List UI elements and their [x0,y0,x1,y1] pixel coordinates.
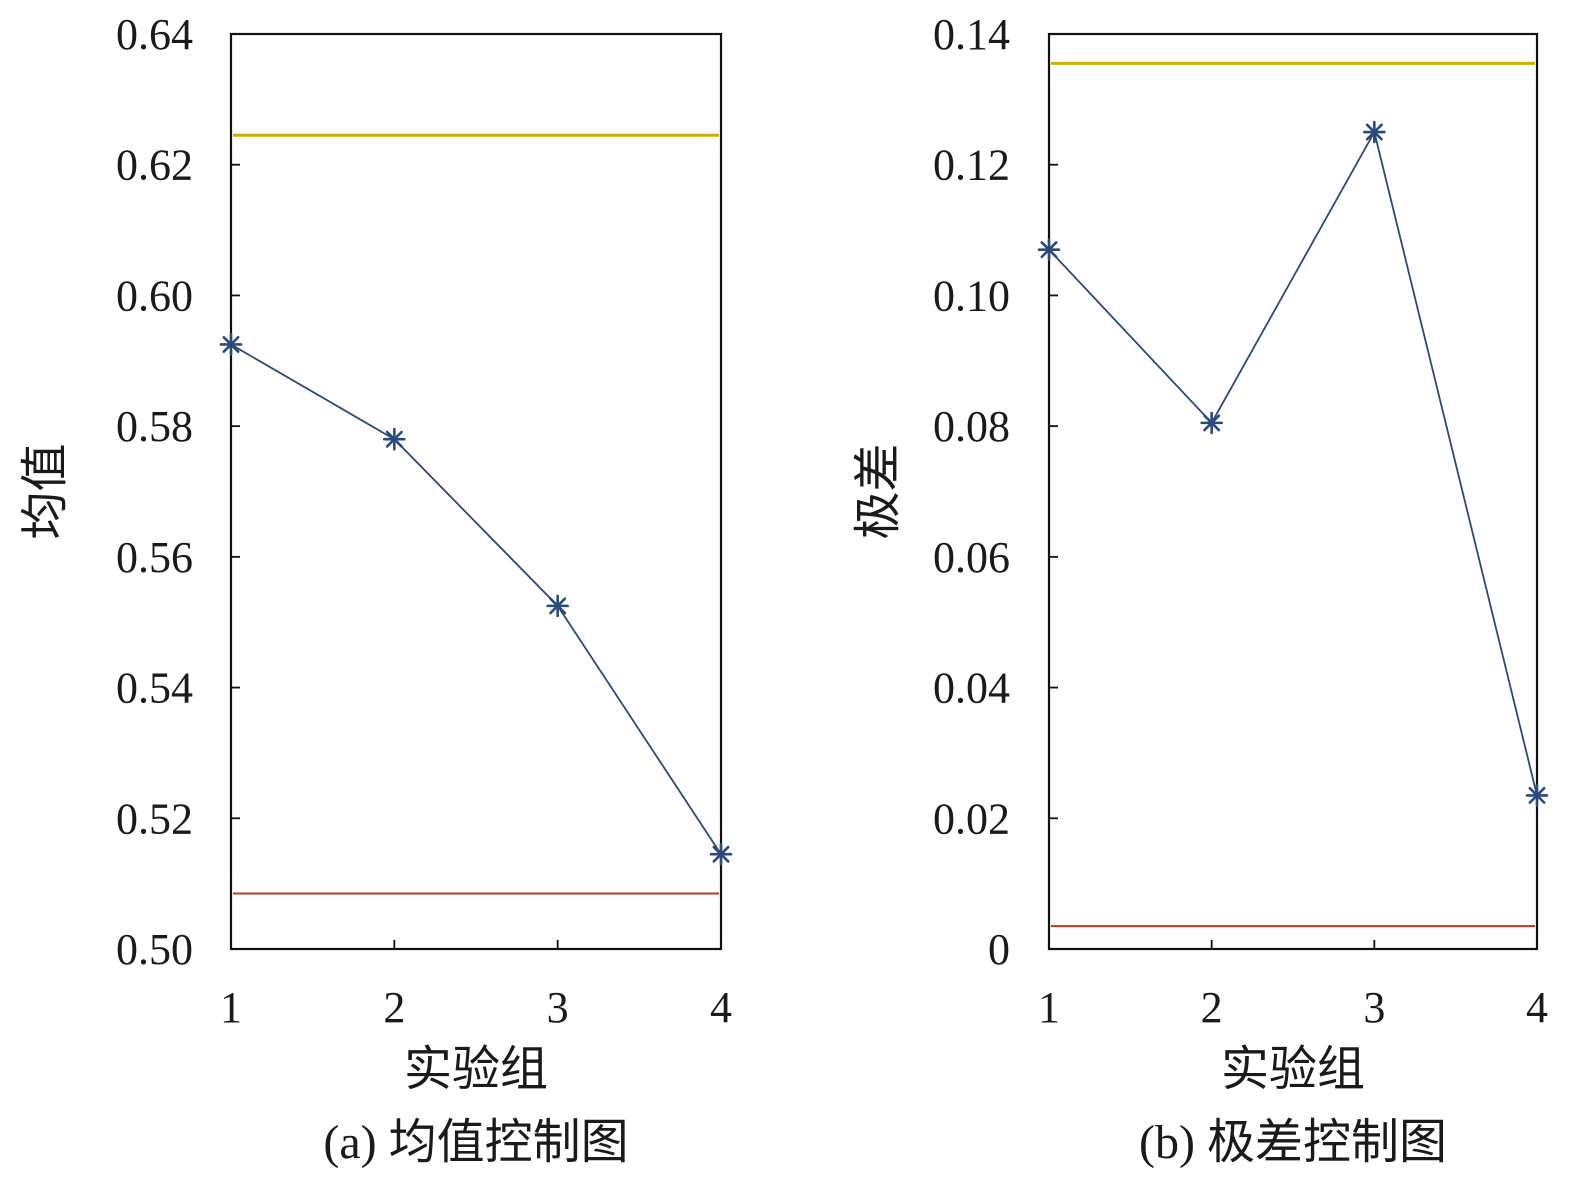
y-tick-label: 0.06 [933,533,1010,582]
marker-stroke [1528,786,1546,804]
y-tick-label: 0.12 [933,141,1010,190]
x-tick-label: 2 [1201,983,1223,1032]
y-tick-label: 0.50 [116,925,193,974]
x-tick-label: 3 [1363,983,1385,1032]
marker-stroke [1040,241,1058,259]
y-tick-label: 0.14 [933,10,1010,59]
y-tick-label: 0.56 [116,533,193,582]
y-tick-label: 0.64 [116,10,193,59]
y-tick-label: 0.08 [933,402,1010,451]
plot-frame [1047,32,1539,951]
marker-stroke [1203,414,1221,432]
x-tick-label: 3 [547,983,569,1032]
y-tick-label: 0.02 [933,794,1010,843]
data-point-marker [1037,238,1061,261]
panel-caption: (b) 极差控制图 [1139,1116,1447,1169]
x-tick-label: 1 [220,983,242,1032]
marker-stroke [222,335,240,353]
data-point-marker [1525,784,1549,807]
marker-stroke [385,430,403,448]
marker-stroke [712,845,730,863]
data-point-marker [546,594,569,618]
data-point-marker [1200,411,1223,435]
y-tick-label: 0.54 [116,664,193,713]
data-point-marker [1363,120,1386,144]
x-axis-label: 实验组 [404,1043,548,1096]
x-axis-label: 实验组 [1221,1043,1365,1096]
series-line [1048,129,1538,796]
x-tick-label: 1 [1038,983,1060,1032]
marker-stroke [549,597,567,615]
chart-panel-a: 0.50 0.52 0.54 0.56 0.58 0.60 0.62 0.64 1 2 3 4 均值实验… [19,10,733,1169]
data-point-marker [219,333,243,356]
y-tick-label: 0.04 [933,664,1010,713]
y-tick-label: 0.52 [116,794,193,843]
series-line [230,343,722,855]
plot-frame [229,32,723,951]
y-tick-label: 0.10 [933,271,1010,320]
y-tick-label: 0.62 [116,141,193,190]
data-point-marker [709,842,733,866]
y-tick-label: 0 [988,925,1010,974]
panel-caption: (a) 均值控制图 [323,1116,628,1169]
y-tick-label: 0.60 [116,271,193,320]
y-tick-label: 0.58 [116,402,193,451]
data-point-marker [383,427,406,451]
y-axis-label: 均值 [19,443,72,539]
y-axis-label: 极差 [852,443,905,539]
x-tick-label: 4 [710,983,732,1032]
marker-stroke [1365,123,1383,141]
x-tick-label: 4 [1526,983,1548,1032]
x-tick-label: 2 [383,983,405,1032]
